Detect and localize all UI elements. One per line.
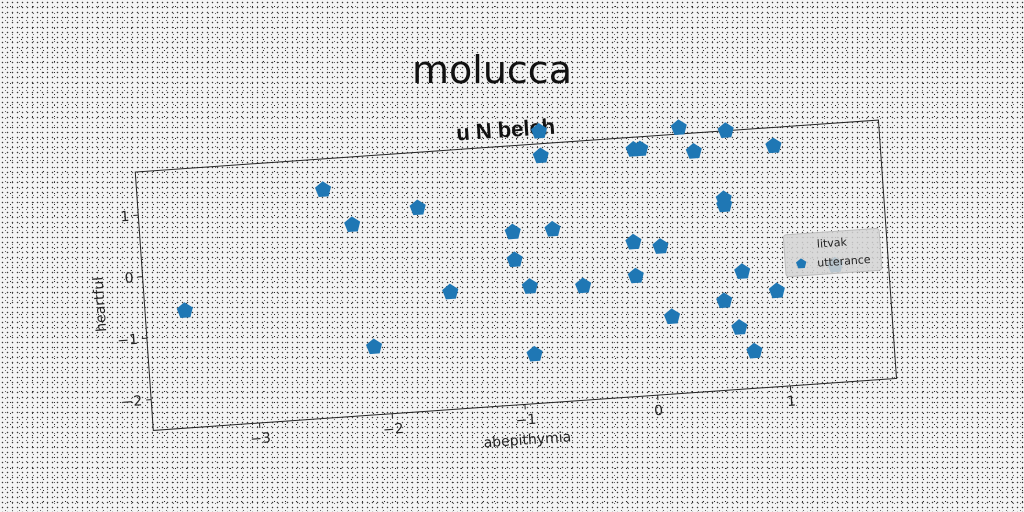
y-tick-label: 1	[120, 209, 130, 226]
scatter-point	[685, 143, 702, 159]
x-tick-label: 0	[654, 403, 664, 420]
x-axis-ticks: −3 −2 −1 0 1	[250, 385, 796, 448]
scatter-point	[530, 122, 547, 139]
scatter-point	[663, 308, 681, 325]
scatter-point	[526, 345, 543, 362]
legend: litvak utterance	[782, 228, 883, 278]
y-tick-label: 0	[124, 270, 134, 287]
scatter-point	[627, 267, 644, 284]
scatter-point	[314, 181, 332, 198]
figure-suptitle: molucca	[412, 48, 572, 92]
x-tick-label: −3	[250, 430, 272, 447]
legend-marker-utterance	[795, 258, 807, 269]
scatter-point	[365, 338, 383, 355]
plot-area-frame	[134, 119, 898, 431]
scatter-point	[652, 238, 669, 254]
x-tick-label: 1	[786, 394, 796, 411]
axes: u N belch −3−2−101 −2−101 abepithymia he…	[90, 114, 898, 451]
scatter-point	[765, 137, 782, 154]
scatter-point	[506, 251, 523, 268]
scatter-point	[521, 278, 538, 294]
scatter-point	[176, 302, 193, 318]
scatter-point	[575, 277, 592, 294]
scatter-point	[746, 342, 763, 359]
y-tick-label: −1	[117, 332, 139, 349]
scatter-point	[544, 220, 561, 237]
legend-entry-utterance: utterance	[817, 253, 871, 270]
scatter-series-utterance	[176, 119, 844, 362]
x-tick-label: −2	[382, 421, 404, 438]
scatter-point	[504, 223, 521, 240]
legend-box	[782, 228, 883, 278]
scatter-point	[442, 283, 459, 300]
y-axis-ticks: −2 −1 0 1	[117, 209, 152, 411]
scatter-point	[344, 216, 361, 233]
scatter-point	[734, 263, 751, 279]
scatter-point	[716, 196, 733, 213]
y-tick-label: −2	[121, 393, 143, 410]
scatter-point	[409, 199, 426, 216]
scatter-point	[532, 147, 549, 164]
x-tick-label: −1	[515, 412, 537, 429]
scatter-point	[716, 292, 733, 309]
scatter-point	[717, 122, 734, 138]
scatter-point	[731, 319, 748, 335]
scatter-point	[768, 282, 785, 299]
scatter-point	[670, 119, 687, 136]
legend-title: litvak	[816, 236, 848, 251]
y-axis-label: heartful	[90, 276, 110, 332]
scatter-point	[632, 140, 649, 157]
scatter-point	[625, 233, 642, 250]
x-axis-label: abepithymia	[483, 429, 572, 451]
